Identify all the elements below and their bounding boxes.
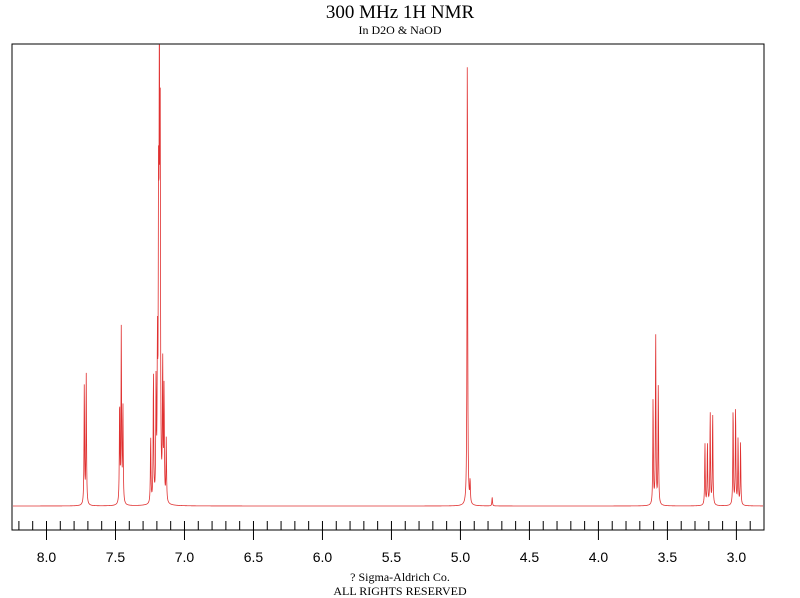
x-tick-label: 5.0: [451, 549, 471, 565]
x-tick-label: 3.0: [727, 549, 747, 565]
chart-subtitle: In D2O & NaOD: [358, 23, 442, 37]
x-tick-label: 4.5: [520, 549, 540, 565]
x-tick-label: 5.5: [382, 549, 402, 565]
x-tick-label: 7.5: [106, 549, 126, 565]
copyright-block: ? Sigma-Aldrich Co. ALL RIGHTS RESERVED: [0, 570, 800, 598]
x-tick-label: 6.0: [313, 549, 333, 565]
x-tick-label: 4.0: [589, 549, 609, 565]
rights-line: ALL RIGHTS RESERVED: [333, 584, 467, 598]
copyright-line: ? Sigma-Aldrich Co.: [350, 570, 450, 584]
x-tick-label: 3.5: [658, 549, 678, 565]
minor-ticks: [18, 521, 765, 530]
x-tick-label: 8.0: [37, 549, 57, 565]
x-tick-label: 7.0: [175, 549, 195, 565]
x-tick-label: 6.5: [244, 549, 264, 565]
major-ticks: [45, 530, 737, 540]
x-tick-labels: 8.0 7.5 7.0 6.5 6.0 5.5 5.0 4.5 4.0 3.5 3.0: [37, 549, 747, 565]
spectrum-line: [13, 44, 763, 507]
chart-title: 300 MHz 1H NMR: [325, 2, 475, 23]
plot-frame: [11, 43, 765, 531]
